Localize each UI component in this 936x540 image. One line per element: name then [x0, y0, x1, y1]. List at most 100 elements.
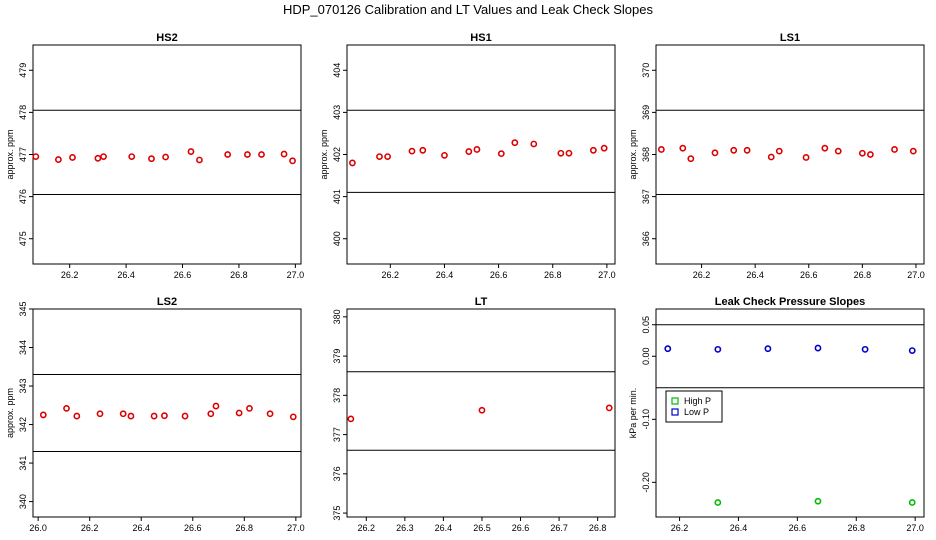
data-point — [94, 154, 102, 162]
data-point — [384, 153, 392, 161]
y-axis-label: approx. ppm — [5, 388, 15, 438]
data-point — [69, 154, 76, 161]
figure-title: HDP_070126 Calibration and LT Values and… — [282, 2, 654, 17]
x-tick-label: 26.8 — [544, 270, 562, 280]
chart-panel-1: HS1 26.2 26.4 26.6 26.8 27.0 400 401 402 403 404 ap… — [319, 32, 616, 280]
data-point — [187, 148, 195, 155]
data-point — [280, 150, 288, 158]
y-tick-label: 403 — [332, 105, 342, 120]
data-point — [557, 149, 565, 157]
data-point — [714, 345, 722, 353]
y-axis-label: approx. ppm — [628, 129, 638, 179]
legend-label: High P — [684, 396, 711, 406]
data-point — [96, 410, 104, 418]
x-tick-label: 27.0 — [907, 270, 925, 280]
data-point — [530, 140, 538, 148]
data-point — [63, 404, 70, 412]
x-tick-label: 26.4 — [436, 270, 454, 280]
chart-panel-2: LS1 26.2 26.4 26.6 26.8 27.0 366 367 368 369 370 ap… — [628, 32, 925, 280]
y-tick-label: 366 — [641, 231, 651, 246]
panel-title: LS1 — [780, 32, 800, 44]
y-tick-label: -0.10 — [641, 409, 651, 430]
legend-marker — [671, 397, 679, 405]
data-point — [161, 412, 168, 420]
y-axis-label: approx. ppm — [5, 129, 15, 179]
panel-title: HS2 — [156, 32, 177, 44]
y-tick-label: 376 — [332, 466, 342, 481]
y-tick-label: 379 — [332, 349, 342, 364]
data-point — [376, 153, 383, 161]
x-tick-label: 26.4 — [132, 523, 150, 533]
data-point — [119, 410, 127, 418]
x-tick-label: 26.6 — [490, 270, 508, 280]
y-axis-label: approx. ppm — [319, 129, 329, 179]
data-point — [196, 156, 203, 164]
data-point — [764, 345, 772, 353]
y-tick-label: -0.20 — [641, 472, 651, 493]
x-tick-label: 26.8 — [854, 270, 872, 280]
data-point — [349, 159, 356, 167]
panel-title: HS1 — [470, 32, 491, 44]
y-tick-label: 343 — [18, 379, 28, 394]
data-point — [657, 146, 665, 153]
data-point — [73, 412, 81, 420]
x-tick-label: 26.7 — [550, 523, 568, 533]
data-point — [664, 345, 672, 353]
data-point — [465, 148, 473, 155]
panel-title: LT — [475, 296, 488, 308]
y-tick-label: 0.00 — [641, 348, 651, 366]
data-point — [181, 412, 189, 420]
panel-title: LS2 — [157, 296, 177, 308]
y-tick-label: 367 — [641, 189, 651, 204]
y-tick-label: 377 — [332, 427, 342, 442]
data-point — [148, 155, 155, 163]
x-tick-label: 26.2 — [61, 270, 79, 280]
x-tick-label: 26.8 — [589, 523, 607, 533]
data-point — [775, 147, 783, 155]
data-point — [909, 147, 917, 155]
data-point — [714, 499, 722, 506]
data-point — [441, 151, 448, 159]
data-point — [212, 402, 220, 410]
x-tick-label: 26.6 — [800, 270, 818, 280]
x-tick-label: 26.6 — [184, 523, 202, 533]
chart-panel-0: HS2 26.2 26.4 26.6 26.8 27.0 475 476 477 478 479 ap… — [5, 32, 304, 280]
data-point — [32, 153, 40, 161]
legend-label: Low P — [684, 407, 709, 417]
data-point — [128, 153, 136, 161]
data-point — [802, 154, 810, 161]
data-point — [861, 345, 869, 353]
x-tick-label: 26.2 — [358, 523, 376, 533]
data-point — [908, 499, 916, 506]
x-tick-label: 26.5 — [473, 523, 491, 533]
chart-panel-5: Leak Check Pressure Slopes 26.2 26.4 26.6 26… — [628, 296, 925, 533]
x-tick-label: 27.0 — [598, 270, 616, 280]
y-tick-label: 401 — [332, 189, 342, 204]
y-tick-label: 400 — [332, 231, 342, 246]
y-tick-label: 402 — [332, 147, 342, 162]
y-tick-label: 375 — [332, 506, 342, 521]
y-tick-label: 378 — [332, 388, 342, 403]
legend-box — [665, 390, 723, 423]
data-point — [266, 410, 274, 418]
data-point — [687, 155, 695, 163]
y-tick-label: 342 — [18, 417, 28, 432]
x-tick-label: 27.0 — [287, 523, 305, 533]
x-tick-label: 27.0 — [287, 270, 305, 280]
y-tick-label: 341 — [18, 456, 28, 471]
x-tick-label: 26.8 — [847, 523, 865, 533]
x-tick-label: 26.8 — [230, 270, 248, 280]
data-point — [127, 412, 135, 420]
y-tick-label: 479 — [18, 63, 28, 78]
plot-frame — [655, 44, 925, 265]
data-point — [711, 149, 719, 157]
data-point — [419, 146, 427, 154]
x-tick-label: 26.6 — [789, 523, 807, 533]
x-tick-label: 27.0 — [906, 523, 924, 533]
x-tick-label: 26.2 — [81, 523, 99, 533]
data-point — [246, 404, 253, 412]
x-tick-label: 26.3 — [396, 523, 414, 533]
data-point — [497, 150, 505, 158]
plot-frame — [32, 308, 302, 518]
